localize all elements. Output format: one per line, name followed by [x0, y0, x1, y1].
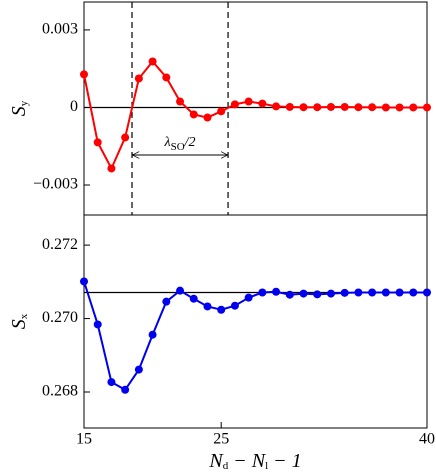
- data-point: [217, 107, 226, 116]
- subscript: y: [18, 100, 30, 106]
- label-part: S: [8, 106, 30, 116]
- data-point: [395, 103, 404, 112]
- data-point: [299, 103, 308, 112]
- y-axis-label: Sx: [8, 313, 30, 329]
- label-part: N: [208, 450, 224, 472]
- data-point: [162, 73, 171, 82]
- label-part: λ: [164, 135, 171, 150]
- data-point: [80, 70, 88, 79]
- label-part: − N: [228, 450, 266, 472]
- data-point: [381, 103, 390, 112]
- data-point: [230, 100, 239, 109]
- data-line: [83, 281, 427, 392]
- y-tick-label: 0.003: [42, 21, 78, 38]
- data-point: [381, 288, 390, 297]
- data-point: [285, 290, 294, 299]
- data-point: [395, 288, 404, 297]
- data-point: [313, 103, 322, 112]
- y-tick-label: 0.272: [42, 236, 78, 253]
- data-point: [244, 97, 253, 106]
- data-point: [354, 103, 363, 112]
- data-point: [368, 103, 377, 112]
- data-point: [326, 102, 335, 111]
- data-point: [107, 164, 116, 173]
- data-point: [217, 305, 226, 314]
- data-point: [340, 102, 349, 111]
- data-point: [272, 287, 281, 296]
- data-point: [80, 277, 88, 286]
- data-point: [326, 289, 335, 298]
- y-axis-label: Sy: [8, 100, 30, 116]
- x-tick-label: 40: [419, 431, 435, 448]
- data-point: [176, 97, 185, 106]
- y-tick-label: 0: [70, 98, 78, 115]
- data-point: [203, 113, 212, 122]
- data-point: [409, 288, 418, 297]
- y-tick-label: 0.270: [42, 309, 78, 326]
- subscript: d: [223, 460, 229, 472]
- data-point: [121, 385, 130, 394]
- data-point: [134, 365, 143, 374]
- data-point: [134, 74, 143, 83]
- data-point: [423, 288, 431, 297]
- subscript: l: [265, 460, 268, 472]
- label-part: − 1: [268, 450, 302, 472]
- data-point: [230, 301, 239, 310]
- data-point: [189, 110, 198, 119]
- data-point: [285, 102, 294, 111]
- annotation: λSO/2: [164, 135, 196, 152]
- x-tick-label: 25: [213, 431, 229, 448]
- x-tick-label: 15: [76, 431, 92, 448]
- data-point: [258, 99, 267, 108]
- data-point: [409, 103, 418, 112]
- data-point: [121, 133, 130, 142]
- data-point: [93, 320, 102, 329]
- subscript: x: [18, 313, 30, 319]
- subscript: SO: [171, 141, 185, 153]
- data-point: [299, 289, 308, 298]
- data-point: [203, 302, 212, 311]
- label-part: S: [8, 319, 30, 329]
- plot-frame: [83, 214, 428, 429]
- label-part: /2: [184, 135, 196, 150]
- data-point: [176, 286, 185, 295]
- data-point: [340, 288, 349, 297]
- data-point: [272, 102, 281, 111]
- data-point: [162, 297, 171, 306]
- y-tick-label: −0.003: [33, 176, 78, 193]
- data-point: [148, 57, 157, 66]
- x-axis-label: Nd − Nl − 1: [208, 450, 301, 472]
- data-point: [368, 288, 377, 297]
- data-point: [244, 293, 253, 302]
- y-tick-label: 0.268: [42, 383, 78, 400]
- data-point: [148, 330, 157, 339]
- data-point: [423, 103, 431, 112]
- data-point: [313, 290, 322, 299]
- data-point: [258, 288, 267, 297]
- data-point: [93, 138, 102, 147]
- data-point: [189, 294, 198, 303]
- data-point: [107, 378, 116, 387]
- data-point: [354, 288, 363, 297]
